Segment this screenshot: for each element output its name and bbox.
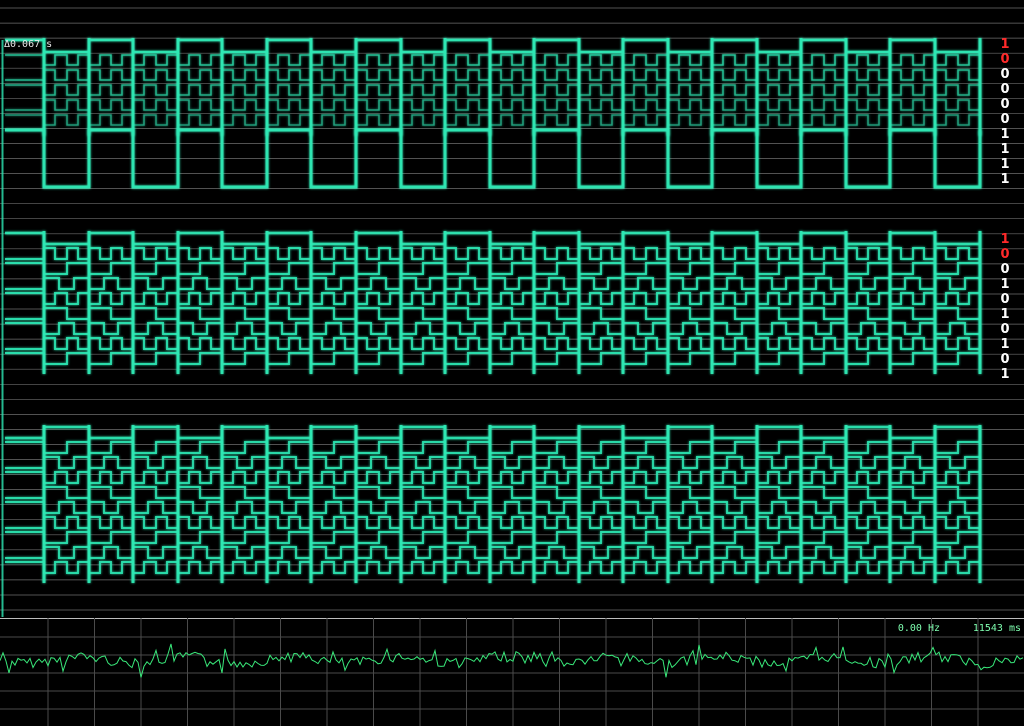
duration-readout: 11543 ms <box>972 623 1021 634</box>
channel-trace <box>5 231 982 246</box>
channel-trace <box>5 441 981 454</box>
channel-trace <box>5 128 982 189</box>
channel-trace <box>5 486 981 499</box>
bit-value: 0 <box>1000 292 1010 307</box>
bit-value: 1 <box>1000 127 1010 142</box>
bit-value: 0 <box>1000 82 1010 97</box>
channel-trace <box>5 307 981 320</box>
channel-trace <box>5 38 982 54</box>
channel-trace <box>5 456 981 469</box>
bit-value: 1 <box>1000 157 1010 172</box>
bit-value: 0 <box>1000 262 1010 277</box>
grid-lines <box>0 7 1024 617</box>
bit-value: 1 <box>1000 172 1010 187</box>
bank-1-clock <box>5 128 982 189</box>
bit-value: 0 <box>1000 322 1010 337</box>
channel-trace <box>5 471 981 484</box>
bank-2-traces <box>5 231 982 374</box>
channel-trace <box>5 54 981 66</box>
channel-trace <box>5 84 981 96</box>
channel-trace <box>5 531 981 544</box>
bank-3-traces <box>5 425 982 583</box>
bit-value: 0 <box>1000 67 1010 82</box>
bit-value: 1 <box>1000 277 1010 292</box>
scope-grid <box>0 618 1024 726</box>
bit-value: 1 <box>1000 37 1010 52</box>
frequency-readout: 0.00 Hz <box>897 623 940 634</box>
bit-value: 1 <box>1000 337 1010 352</box>
channel-trace <box>5 69 981 81</box>
bit-value: 1 <box>1000 367 1010 382</box>
channel-trace <box>5 546 981 559</box>
bit-value: 1 <box>1000 307 1010 322</box>
bit-value: 0 <box>1000 247 1010 262</box>
waveform-canvas[interactable] <box>0 618 1024 726</box>
channel-trace <box>5 561 981 574</box>
channel-trace <box>5 425 982 440</box>
bit-value: 1 <box>1000 142 1010 157</box>
bit-value: 0 <box>1000 112 1010 127</box>
channel-trace <box>5 352 981 365</box>
logic-trace-canvas[interactable] <box>0 0 1024 617</box>
oscilloscope-panel[interactable]: 0.00 Hz 11543 ms <box>0 618 1024 726</box>
channel-trace <box>5 322 981 335</box>
bank-1-traces <box>5 38 982 136</box>
time-delta-readout: Δ0.067 s <box>4 39 53 50</box>
scope-waveform <box>0 643 1024 678</box>
bit-value: 0 <box>1000 352 1010 367</box>
channel-trace <box>5 247 981 260</box>
channel-trace <box>5 99 981 111</box>
channel-trace <box>5 501 981 514</box>
channel-trace <box>5 516 981 529</box>
channel-trace <box>5 114 981 126</box>
channel-trace <box>5 292 981 305</box>
channel-trace <box>5 262 981 275</box>
channel-trace <box>5 277 981 290</box>
bit-value: 0 <box>1000 97 1010 112</box>
bit-value: 1 <box>1000 232 1010 247</box>
bit-value: 0 <box>1000 52 1010 67</box>
channel-trace <box>5 337 981 350</box>
